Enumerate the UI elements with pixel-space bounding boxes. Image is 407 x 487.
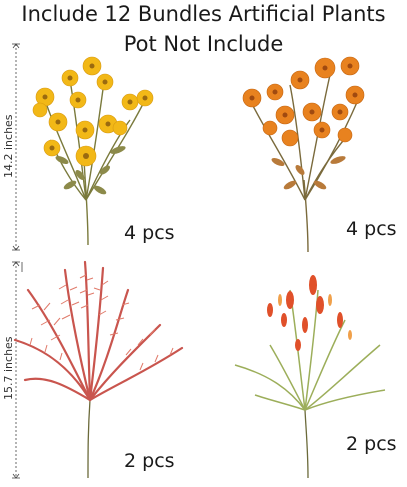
pink-fern-quantity: 2 pcs bbox=[124, 450, 175, 472]
red-grass-bundle bbox=[234, 275, 386, 479]
bottom-height-label: 15.7 inches bbox=[2, 336, 15, 400]
orange-daisy-quantity: 4 pcs bbox=[346, 218, 397, 240]
yellow-daisy-bundle bbox=[32, 56, 154, 246]
bottom-dimension-line bbox=[12, 261, 23, 479]
top-dimension-line bbox=[12, 43, 20, 251]
red-grass-quantity: 2 pcs bbox=[346, 433, 397, 455]
headline-line-1: Include 12 Bundles Artificial Plants bbox=[21, 2, 386, 26]
orange-daisy-bundle bbox=[242, 56, 365, 253]
top-height-label: 14.2 inches bbox=[2, 114, 15, 178]
pink-fern-bundle bbox=[13, 260, 184, 479]
yellow-daisy-quantity: 4 pcs bbox=[124, 222, 175, 244]
headline-line-2: Pot Not Include bbox=[123, 32, 284, 56]
